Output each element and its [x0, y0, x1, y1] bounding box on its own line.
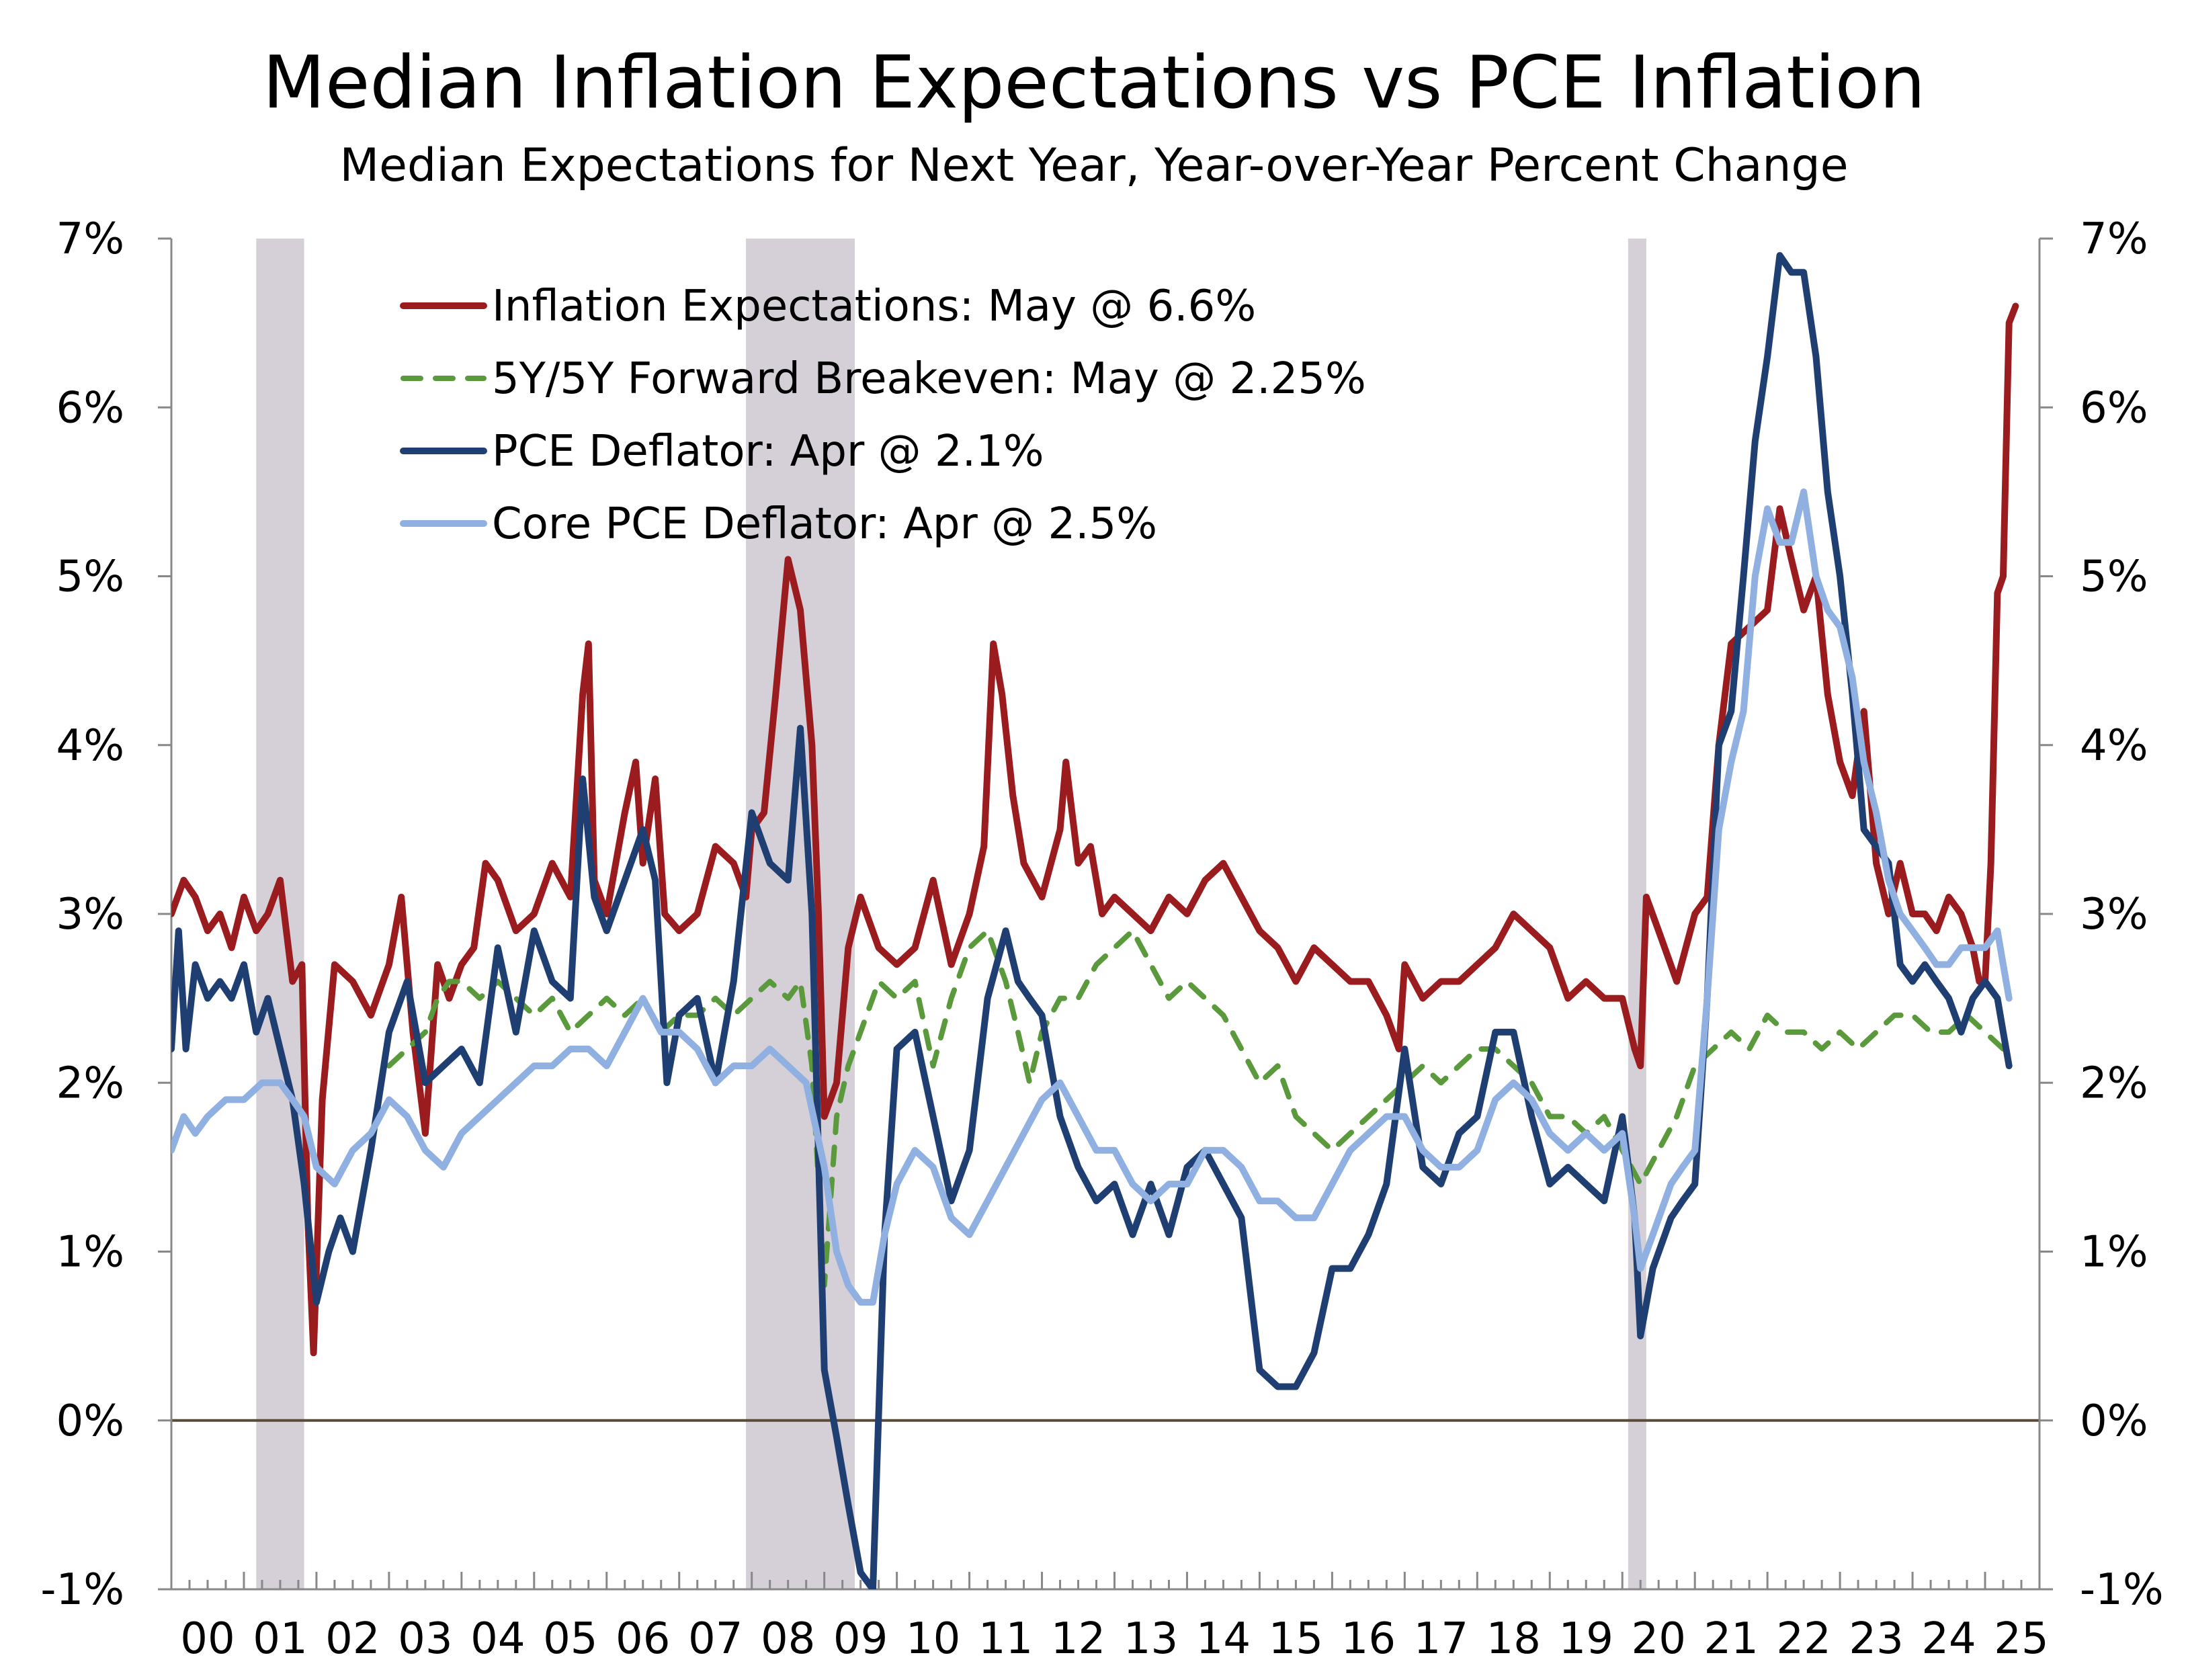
legend-label-3: PCE Deflator: Apr @ 2.1%: [492, 427, 1044, 476]
x-tick-label: 12: [1051, 1614, 1105, 1664]
y-tick-label-right: 6%: [2080, 383, 2148, 433]
x-tick-label: 06: [616, 1614, 670, 1664]
x-tick-label: 24: [1921, 1614, 1976, 1664]
x-tick-label: 03: [398, 1614, 452, 1664]
y-tick-label-right: 5%: [2080, 552, 2148, 602]
x-tick-label: 15: [1269, 1614, 1323, 1664]
y-tick-label-right: 7%: [2080, 214, 2148, 264]
x-tick-label: 14: [1196, 1614, 1251, 1664]
y-tick-label-left: 0%: [56, 1396, 124, 1446]
legend: Inflation Expectations: May @ 6.6% 5Y/5Y …: [400, 282, 1366, 549]
x-tick-label: 22: [1776, 1614, 1831, 1664]
y-tick-label-left: -1%: [40, 1565, 124, 1615]
y-tick-label-left: 2%: [56, 1058, 124, 1108]
y-tick-label-right: 1%: [2080, 1228, 2148, 1277]
recession-band-1: [256, 239, 304, 1589]
chart-title: Median Inflation Expectations vs PCE Inf…: [262, 41, 1926, 125]
y-tick-label-right: 0%: [2080, 1396, 2148, 1446]
x-tick-label: 13: [1124, 1614, 1178, 1664]
y-tick-label-left: 4%: [56, 721, 124, 771]
legend-label-1: Inflation Expectations: May @ 6.6%: [492, 282, 1256, 331]
x-tick-label: 10: [906, 1614, 960, 1664]
series-lines: [171, 252, 2019, 1589]
x-tick-label: 20: [1631, 1614, 1685, 1664]
chart-subtitle: Median Expectations for Next Year, Year-…: [339, 139, 1849, 192]
x-tick-label: 16: [1341, 1614, 1396, 1664]
recession-band-2: [746, 239, 855, 1589]
x-tick-label: 05: [543, 1614, 597, 1664]
x-tick-label: 00: [180, 1614, 235, 1664]
axes: -1% -1% 0% 0% 1% 1% 2% 2% 3% 3% 4% 4% 5% 5% 6% 6% 7% 7% 00…: [40, 214, 2163, 1664]
x-tick-label: 21: [1703, 1614, 1758, 1664]
x-tick-label: 18: [1486, 1614, 1541, 1664]
x-tick-label: 09: [833, 1614, 888, 1664]
x-tick-label: 19: [1559, 1614, 1613, 1664]
y-tick-label-left: 3%: [56, 890, 124, 939]
series-line-3: [171, 252, 2013, 1589]
recession-bands: [256, 239, 1646, 1589]
y-tick-label-left: 7%: [56, 214, 124, 264]
x-tick-label: 11: [978, 1614, 1033, 1664]
x-tick-label: 07: [688, 1614, 743, 1664]
x-tick-label: 04: [470, 1614, 525, 1664]
x-tick-label: 25: [1994, 1614, 2048, 1664]
y-tick-label-left: 5%: [56, 552, 124, 602]
series-line-1: [171, 302, 2019, 1357]
y-tick-label-right: 3%: [2080, 890, 2148, 939]
x-tick-label: 23: [1849, 1614, 1903, 1664]
legend-label-4: Core PCE Deflator: Apr @ 2.5%: [492, 499, 1157, 549]
legend-label-2: 5Y/5Y Forward Breakeven: May @ 2.25%: [492, 354, 1366, 404]
series-line-2: [386, 928, 2019, 1288]
y-tick-label-right: 2%: [2080, 1058, 2148, 1108]
y-tick-label-right: -1%: [2080, 1565, 2164, 1615]
y-tick-label-right: 4%: [2080, 721, 2148, 771]
x-tick-label: 02: [325, 1614, 380, 1664]
y-tick-label-left: 6%: [56, 383, 124, 433]
x-tick-label: 01: [253, 1614, 307, 1664]
y-tick-label-left: 1%: [56, 1228, 124, 1277]
series-line-4: [171, 488, 2013, 1306]
x-tick-label: 17: [1414, 1614, 1468, 1664]
x-tick-label: 08: [761, 1614, 815, 1664]
